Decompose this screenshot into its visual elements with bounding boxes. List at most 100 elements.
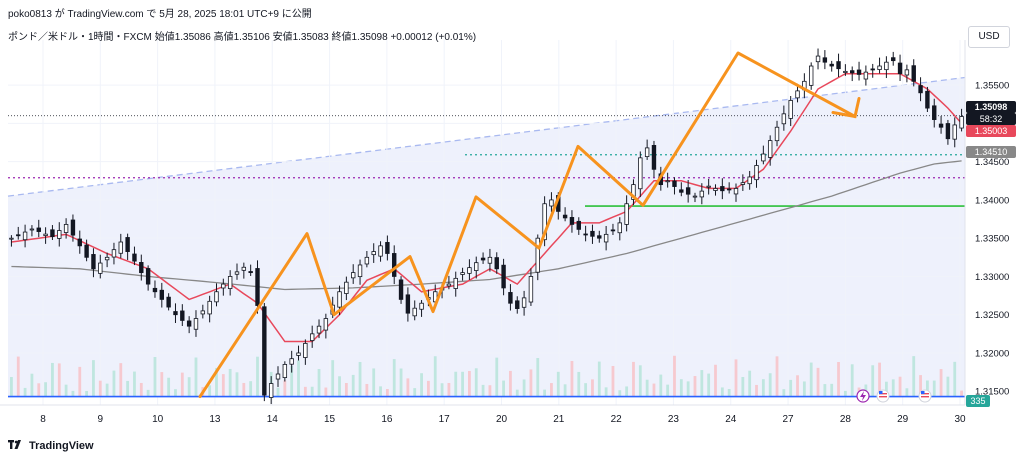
volume-bar bbox=[385, 389, 389, 397]
volume-bar bbox=[618, 390, 622, 397]
y-tick-label: 1.34500 bbox=[975, 157, 1009, 168]
candle-body bbox=[843, 70, 848, 73]
candle-body bbox=[118, 241, 123, 254]
low-value: 1.35083 bbox=[292, 32, 329, 43]
last-price-tag: 1.35098 bbox=[966, 101, 1016, 113]
volume-bar bbox=[536, 358, 540, 397]
candle bbox=[754, 159, 759, 188]
candle bbox=[562, 207, 568, 222]
candle-body bbox=[9, 237, 14, 240]
x-tick-label: 16 bbox=[381, 414, 393, 425]
candle-body bbox=[173, 311, 178, 316]
candle bbox=[43, 227, 48, 244]
candle-body bbox=[542, 203, 547, 241]
volume-bar bbox=[37, 383, 41, 397]
volume-bar bbox=[71, 390, 75, 397]
candle bbox=[77, 230, 82, 254]
candle bbox=[309, 325, 315, 348]
candle bbox=[50, 225, 55, 241]
volume-bar bbox=[249, 381, 253, 397]
volume-bar bbox=[160, 372, 164, 397]
volume-bar bbox=[344, 383, 348, 397]
candle-body bbox=[275, 373, 281, 380]
candle bbox=[214, 283, 219, 307]
volume-bar bbox=[290, 365, 294, 397]
candle bbox=[788, 95, 793, 127]
candle bbox=[959, 108, 964, 132]
candle-body bbox=[706, 185, 711, 188]
candle bbox=[351, 264, 356, 284]
candle-body bbox=[398, 279, 404, 300]
currency-button[interactable]: USD bbox=[968, 26, 1010, 48]
volume-bar bbox=[461, 371, 464, 397]
candle bbox=[419, 300, 424, 317]
candle bbox=[692, 192, 698, 203]
candle-body bbox=[268, 383, 274, 398]
x-tick-label: 30 bbox=[954, 414, 966, 425]
x-tick-label: 22 bbox=[611, 414, 623, 425]
volume-bar bbox=[44, 382, 47, 397]
candle bbox=[521, 290, 527, 316]
candle-body bbox=[925, 90, 930, 109]
candle-body bbox=[282, 364, 288, 378]
volume-bar bbox=[919, 375, 922, 397]
volume-bar bbox=[932, 380, 936, 397]
candle-body bbox=[57, 230, 62, 239]
candle bbox=[802, 73, 807, 99]
tradingview-logo[interactable]: TradingView bbox=[8, 438, 94, 453]
volume-bar bbox=[10, 377, 13, 397]
candle bbox=[528, 268, 534, 306]
volume-bar bbox=[338, 376, 341, 397]
volume-bar bbox=[426, 380, 430, 397]
candle bbox=[193, 310, 199, 337]
candle-body bbox=[309, 333, 315, 341]
volume-bar bbox=[153, 356, 157, 397]
volume-bar bbox=[276, 387, 280, 397]
volume-bar bbox=[905, 388, 909, 397]
candle bbox=[891, 51, 896, 66]
volume-bar bbox=[256, 356, 259, 397]
horizontal-levels bbox=[8, 115, 965, 398]
candle bbox=[597, 230, 602, 243]
candle-body bbox=[692, 195, 698, 198]
y-tick-label: 1.34000 bbox=[975, 195, 1009, 206]
volume-bar bbox=[174, 389, 177, 397]
volume-bar bbox=[741, 376, 745, 397]
x-tick-label: 15 bbox=[324, 414, 336, 425]
candle bbox=[104, 252, 110, 268]
candle-body bbox=[98, 262, 103, 274]
volume-bar bbox=[673, 355, 676, 397]
candle bbox=[863, 65, 869, 86]
candle bbox=[781, 105, 787, 131]
candlesticks bbox=[9, 48, 964, 405]
volume-bar bbox=[960, 390, 963, 397]
candle bbox=[925, 86, 930, 113]
candle bbox=[323, 313, 329, 339]
candle-body bbox=[610, 229, 616, 232]
volume-bar bbox=[570, 360, 574, 397]
candle bbox=[166, 293, 171, 311]
candle-body bbox=[70, 219, 76, 236]
candle bbox=[549, 192, 554, 213]
ma-fast-line bbox=[11, 72, 963, 343]
volume-bars bbox=[10, 355, 963, 397]
candle-body bbox=[740, 182, 746, 185]
candle-body bbox=[152, 287, 158, 293]
volume-bar bbox=[420, 373, 423, 397]
candle-body bbox=[952, 124, 957, 140]
x-tick-label: 20 bbox=[496, 414, 508, 425]
volume-bar bbox=[625, 386, 629, 397]
candle-body bbox=[562, 214, 568, 219]
volume-bar bbox=[433, 356, 437, 397]
candle bbox=[152, 280, 158, 298]
volume-bar bbox=[953, 361, 957, 397]
volume-bar bbox=[481, 384, 485, 397]
candle bbox=[761, 145, 766, 165]
candle-body bbox=[624, 203, 629, 225]
volume-bar bbox=[358, 361, 362, 397]
candle bbox=[938, 116, 944, 134]
candle-body bbox=[77, 238, 82, 247]
candle bbox=[70, 214, 76, 242]
volume-bar bbox=[324, 387, 328, 397]
